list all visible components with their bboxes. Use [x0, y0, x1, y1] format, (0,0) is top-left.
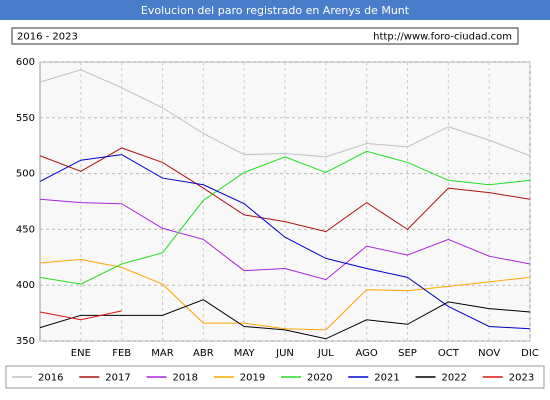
- series-line: [39, 147, 531, 233]
- series-line: [39, 259, 531, 331]
- x-tick-label: MAR: [151, 348, 173, 359]
- legend-label: 2017: [105, 373, 130, 384]
- x-tick-label: ABR: [193, 348, 214, 359]
- legend-label: 2019: [240, 373, 265, 384]
- x-tick-label: FEB: [112, 348, 131, 359]
- x-tick-label: JUL: [317, 348, 334, 359]
- y-tick-label: 550: [16, 113, 35, 124]
- x-tick-label: JUN: [275, 348, 294, 359]
- subtitle: 2016 - 2023: [17, 32, 78, 43]
- x-tick-label: OCT: [438, 348, 460, 359]
- y-tick-label: 600: [16, 57, 35, 68]
- x-tick-label: MAY: [234, 348, 256, 359]
- source: http://www.foro-ciudad.com: [373, 32, 512, 43]
- chart-title: Evolucion del paro registrado en Arenys …: [141, 4, 410, 17]
- x-tick-label: ENE: [71, 348, 91, 359]
- series-line: [39, 69, 531, 158]
- legend-label: 2020: [307, 373, 332, 384]
- x-tick-label: DIC: [521, 348, 539, 359]
- legend-label: 2021: [374, 373, 399, 384]
- x-tick-label: AGO: [356, 348, 378, 359]
- y-tick-label: 450: [16, 224, 35, 235]
- legend-label: 2018: [173, 373, 198, 384]
- y-tick-label: 350: [16, 336, 35, 347]
- series-line: [39, 150, 531, 285]
- y-tick-label: 400: [16, 280, 35, 291]
- series-line: [39, 154, 531, 330]
- info-box: [11, 27, 519, 45]
- legend-label: 2016: [38, 373, 63, 384]
- header-bar: [0, 0, 550, 20]
- series-line: [39, 198, 531, 281]
- legend-label: 2023: [509, 373, 534, 384]
- series-line: [39, 299, 531, 340]
- x-tick-label: NOV: [478, 348, 500, 359]
- legend-box: [5, 365, 545, 389]
- legend-label: 2022: [442, 373, 467, 384]
- x-tick-label: SEP: [398, 348, 417, 359]
- y-tick-label: 500: [16, 169, 35, 180]
- series-line: [39, 310, 122, 321]
